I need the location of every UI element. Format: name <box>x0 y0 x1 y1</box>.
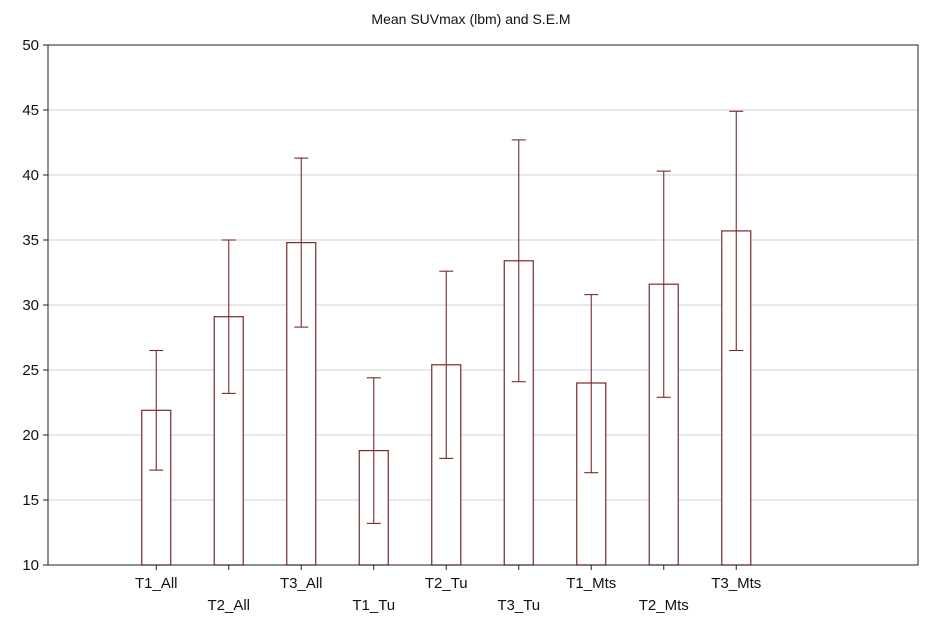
error-bar-t1-all <box>149 349 164 471</box>
error-bars <box>149 110 744 524</box>
y-tick-label: 45 <box>22 102 39 119</box>
plot-frame <box>47 44 919 566</box>
chart-title: Mean SUVmax (lbm) and S.E.M <box>371 11 570 27</box>
x-category-label: T3_All <box>280 575 323 592</box>
x-category-label: T3_Tu <box>497 597 540 614</box>
grid-lines <box>48 109 918 501</box>
x-category-label: T1_Mts <box>566 575 616 592</box>
y-tick-label: 30 <box>22 297 39 314</box>
x-category-label: T1_Tu <box>352 597 395 614</box>
y-tick-label: 40 <box>22 167 39 184</box>
error-bar-t3-all <box>294 157 309 328</box>
error-bar-t2-tu <box>439 270 454 459</box>
x-axis-labels: T1_All T2_All T3_All T1_Tu T2_Tu T3_Tu T1_Mts T… <box>135 565 761 614</box>
error-bar-t3-tu <box>511 139 526 383</box>
y-tick-label: 20 <box>22 427 39 444</box>
x-category-label: T1_All <box>135 575 178 592</box>
error-bar-t1-mts <box>584 294 599 474</box>
error-bar-t2-mts <box>656 170 671 398</box>
x-category-label: T2_Mts <box>639 597 689 614</box>
y-tick-label: 15 <box>22 492 39 509</box>
error-bar-t1-tu <box>366 377 381 524</box>
y-tick-label: 10 <box>22 557 39 574</box>
y-tick-label: 35 <box>22 232 39 249</box>
y-axis-ticks: 50 45 40 35 30 25 20 15 10 <box>22 37 48 574</box>
x-category-label: T2_All <box>207 597 250 614</box>
x-category-label: T2_Tu <box>425 575 468 592</box>
y-tick-label: 25 <box>22 362 39 379</box>
x-category-label: T3_Mts <box>711 575 761 592</box>
y-tick-label: 50 <box>22 37 39 54</box>
error-bar-t2-all <box>221 239 236 394</box>
error-bar-t3-mts <box>729 110 744 352</box>
